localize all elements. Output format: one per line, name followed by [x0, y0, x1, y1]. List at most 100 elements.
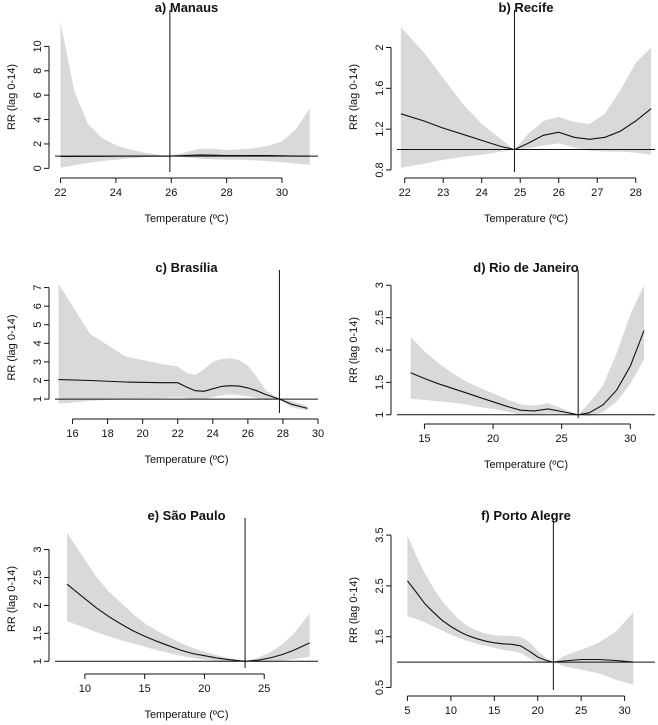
y-tick-label: 6	[32, 92, 44, 98]
x-axis-title: Temperature (ºC)	[144, 709, 228, 721]
x-tick-label: 20	[532, 705, 544, 717]
panel-3: c) Brasília 16 18 20 22 24 26 28 30 1 2 3 4 5 6 7 Temper…	[6, 260, 324, 466]
x-tick-label: 5	[404, 705, 410, 717]
panel-5: e) São Paulo 10 15 20 25 1 1.5 2 2.5 3 Temperature…	[6, 508, 318, 721]
y-axis-title: RR (lag 0-14)	[6, 64, 18, 130]
y-tick-label: 4	[32, 340, 44, 346]
x-tick-label: 28	[221, 187, 233, 199]
panel-title: d) Rio de Janeiro	[473, 260, 579, 275]
confidence-band	[410, 285, 644, 417]
panel-6: f) Porto Alegre510152025300.51.52.53.5Te…	[348, 508, 655, 717]
x-tick-label: 30	[618, 705, 630, 717]
x-axis-title: Temperature (ºC)	[144, 213, 228, 225]
x-tick-label: 30	[276, 187, 288, 199]
y-tick-label: 2	[374, 347, 386, 353]
y-tick-label: 2	[374, 44, 386, 50]
panel-title: e) São Paulo	[147, 508, 225, 523]
panel-4: d) Rio de Janeiro 15 20 25 30 1 1.5 2 2.5 3 Temper…	[348, 260, 655, 471]
y-axis-title: RR (lag 0-14)	[348, 64, 360, 130]
y-tick-label: 1.5	[374, 375, 386, 390]
x-tick-label: 30	[312, 428, 324, 440]
y-tick-label: 2.5	[374, 578, 386, 593]
panel-title: f) Porto Alegre	[481, 508, 571, 523]
x-tick-label: 26	[242, 428, 254, 440]
y-tick-label: 4	[32, 116, 44, 122]
y-axis-title: RR (lag 0-14)	[6, 566, 18, 632]
x-tick-label: 16	[66, 428, 78, 440]
x-tick-label: 23	[437, 187, 449, 199]
y-tick-label: 2	[32, 377, 44, 383]
y-tick-label: 0	[32, 165, 44, 171]
x-tick-label: 22	[399, 187, 411, 199]
y-axis-title: RR (lag 0-14)	[6, 314, 18, 380]
y-tick-label: 2	[32, 141, 44, 147]
x-tick-label: 28	[630, 187, 642, 199]
y-tick-label: 3	[32, 546, 44, 552]
confidence-band	[60, 22, 310, 168]
x-tick-label: 22	[54, 187, 66, 199]
y-tick-label: 1	[374, 412, 386, 418]
panel-title: c) Brasília	[155, 260, 218, 275]
y-tick-label: 3.5	[374, 527, 386, 542]
x-tick-label: 24	[476, 187, 488, 199]
y-tick-label: 1.2	[374, 121, 386, 136]
y-tick-label: 3	[374, 282, 386, 288]
confidence-band	[407, 535, 634, 685]
y-tick-label: 3	[32, 359, 44, 365]
rr-curve	[66, 583, 310, 662]
confidence-band	[58, 283, 308, 411]
y-tick-label: 1	[32, 396, 44, 402]
y-tick-label: 1.6	[374, 81, 386, 96]
rr-curve	[406, 580, 634, 663]
y-tick-label: 10	[32, 40, 44, 52]
y-tick-label: 0.8	[374, 162, 386, 177]
x-tick-label: 10	[445, 705, 457, 717]
y-tick-label: 1.5	[32, 626, 44, 641]
x-tick-label: 15	[139, 683, 151, 695]
x-axis-title: Temperature (ºC)	[484, 213, 568, 225]
rr-curve	[58, 379, 308, 409]
panel-2: b) Recife 22 23 24 25 26 27 28 0.8 1.2 1.6 2 Tempera…	[348, 0, 655, 225]
y-tick-label: 6	[32, 303, 44, 309]
x-axis-title: Temperature (ºC)	[484, 459, 568, 471]
y-tick-label: 1	[32, 658, 44, 664]
y-axis-title: RR (lag 0-14)	[348, 577, 360, 643]
x-tick-label: 15	[488, 705, 500, 717]
x-tick-label: 20	[198, 683, 210, 695]
y-tick-label: 8	[32, 68, 44, 74]
y-tick-label: 2.5	[32, 570, 44, 585]
y-tick-label: 2.5	[374, 310, 386, 325]
x-tick-label: 26	[165, 187, 177, 199]
x-tick-label: 24	[110, 187, 122, 199]
y-tick-label: 5	[32, 322, 44, 328]
y-tick-label: 0.5	[374, 680, 386, 695]
x-tick-label: 20	[487, 433, 499, 445]
x-tick-label: 22	[172, 428, 184, 440]
x-tick-label: 20	[137, 428, 149, 440]
x-tick-label: 25	[258, 683, 270, 695]
x-tick-label: 15	[418, 433, 430, 445]
x-tick-label: 10	[79, 683, 91, 695]
x-tick-label: 24	[207, 428, 219, 440]
x-tick-label: 26	[553, 187, 565, 199]
y-tick-label: 2	[32, 602, 44, 608]
x-axis-title: Temperature (ºC)	[144, 454, 228, 466]
x-tick-label: 25	[514, 187, 526, 199]
y-tick-label: 7	[32, 285, 44, 291]
rr-curve	[410, 330, 645, 416]
x-tick-label: 18	[101, 428, 113, 440]
confidence-band	[67, 532, 310, 663]
y-tick-label: 1.5	[374, 629, 386, 644]
panel-title: a) Manaus	[155, 0, 219, 15]
x-tick-label: 28	[277, 428, 289, 440]
confidence-band	[400, 27, 652, 168]
y-axis-title: RR (lag 0-14)	[348, 317, 360, 383]
x-tick-label: 27	[591, 187, 603, 199]
rr-curve	[400, 108, 652, 151]
x-tick-label: 25	[575, 705, 587, 717]
x-tick-label: 30	[624, 433, 636, 445]
x-tick-label: 25	[556, 433, 568, 445]
panel-title: b) Recife	[499, 0, 554, 15]
